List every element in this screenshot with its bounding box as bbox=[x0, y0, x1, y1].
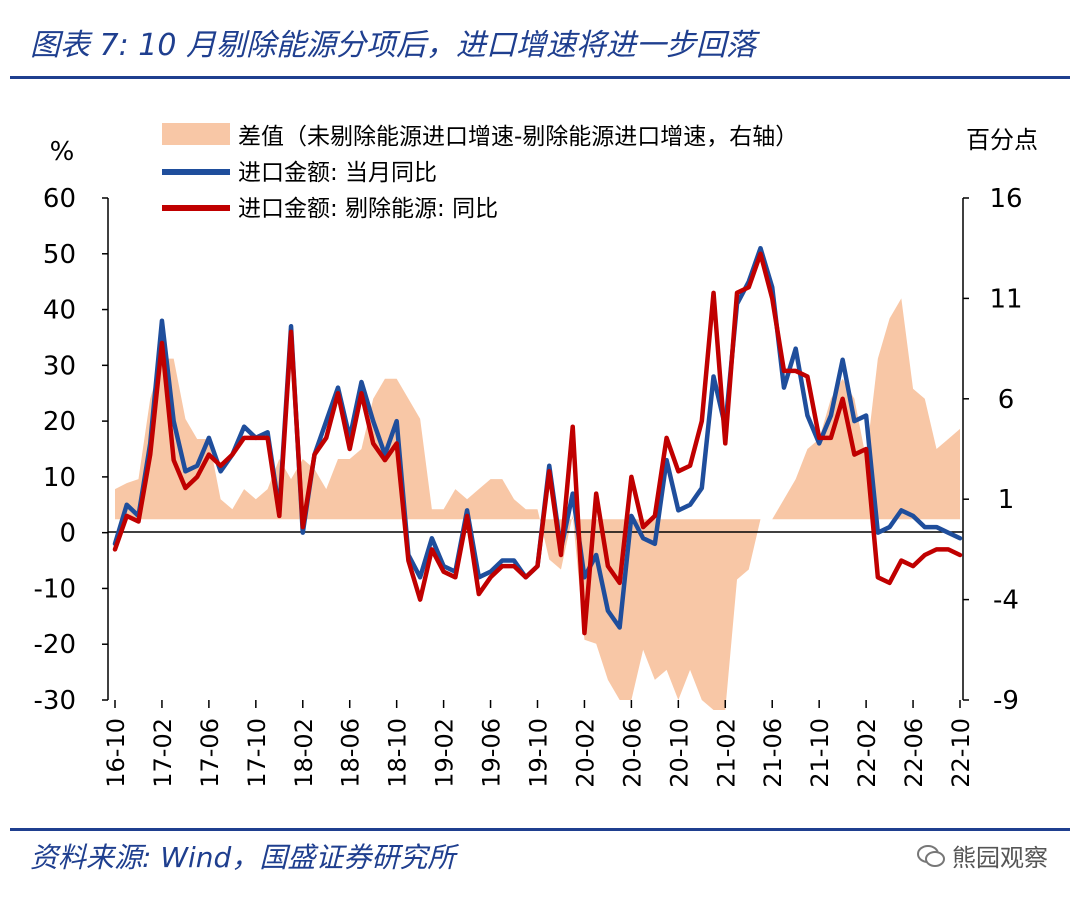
legend-label-line-red: 进口金额: 剔除能源: 同比 bbox=[238, 196, 498, 222]
legend-label-line-blue: 进口金额: 当月同比 bbox=[238, 160, 437, 186]
right-tick-label: 6 bbox=[998, 385, 1015, 415]
x-tick-label: 18-10 bbox=[384, 718, 412, 788]
x-tick-label: 17-10 bbox=[243, 718, 271, 788]
x-tick-label: 19-06 bbox=[478, 718, 506, 788]
x-tick-label: 21-06 bbox=[759, 718, 787, 788]
x-tick-label: 18-06 bbox=[337, 718, 365, 788]
left-tick-label: -30 bbox=[34, 686, 76, 716]
x-tick-label: 18-02 bbox=[290, 718, 318, 788]
series-line-layer bbox=[112, 245, 963, 636]
legend-swatch-area bbox=[162, 123, 230, 145]
left-tick-label: 10 bbox=[43, 463, 76, 493]
left-axis-unit: % bbox=[50, 137, 75, 167]
x-tick-label: 20-02 bbox=[571, 718, 599, 788]
chart-area: 60 50 40 30 20 10 0 -10 -20 -30 16 11 6 1 -4 -9 16-10 17-… bbox=[34, 123, 1038, 788]
left-tick-label: 40 bbox=[43, 296, 76, 326]
top-divider bbox=[10, 76, 1070, 79]
x-tick-label: 20-06 bbox=[618, 718, 646, 788]
x-tick-label: 21-10 bbox=[806, 718, 834, 788]
right-tick-label: 1 bbox=[998, 485, 1015, 515]
wechat-icon bbox=[917, 844, 945, 867]
chart-title: 图表 7: 10 月剔除能源分项后，进口增速将进一步回落 bbox=[30, 28, 756, 63]
bottom-divider bbox=[10, 828, 1070, 831]
axes-layer bbox=[107, 198, 964, 700]
x-tick-label: 16-10 bbox=[102, 718, 130, 788]
axis-label-layer: % 百分点 bbox=[50, 126, 1038, 167]
left-tick-label: 30 bbox=[43, 351, 76, 381]
x-tick-label: 17-02 bbox=[149, 718, 177, 788]
legend: 差值（未剔除能源进口增速-剔除能源进口增速，右轴） 进口金额: 当月同比 进口金… bbox=[162, 123, 798, 222]
watermark-text: 熊园观察 bbox=[952, 844, 1048, 872]
right-tick-label: -4 bbox=[993, 586, 1019, 616]
watermark: 熊园观察 bbox=[916, 838, 1048, 873]
x-tick-label: 19-10 bbox=[525, 718, 553, 788]
left-tick-label: 50 bbox=[43, 240, 76, 270]
legend-label-area: 差值（未剔除能源进口增速-剔除能源进口增速，右轴） bbox=[238, 124, 798, 150]
x-tick-label: 22-10 bbox=[947, 718, 975, 788]
x-tick-label: 22-02 bbox=[853, 718, 881, 788]
x-tick-label: 21-02 bbox=[712, 718, 740, 788]
left-tick-label: 60 bbox=[43, 184, 76, 214]
x-tick-label: 20-10 bbox=[665, 718, 693, 788]
right-tick-label: -9 bbox=[993, 686, 1019, 716]
difference-area bbox=[115, 298, 960, 711]
right-axis-unit: 百分点 bbox=[966, 126, 1038, 154]
left-tick-label: -10 bbox=[34, 574, 76, 604]
source-note: 资料来源: Wind，国盛证券研究所 bbox=[30, 841, 456, 874]
left-tick-label: -20 bbox=[34, 630, 76, 660]
left-tick-label: 20 bbox=[43, 407, 76, 437]
difference-area-layer bbox=[115, 298, 960, 711]
x-tick-label: 22-06 bbox=[900, 718, 928, 788]
tick-layer: 60 50 40 30 20 10 0 -10 -20 -30 16 11 6 1 -4 -9 16-10 17-… bbox=[34, 184, 1023, 788]
right-tick-label: 16 bbox=[989, 184, 1022, 214]
x-tick-label: 17-06 bbox=[196, 718, 224, 788]
left-tick-label: 0 bbox=[59, 519, 76, 549]
x-tick-label: 19-02 bbox=[431, 718, 459, 788]
line-import-ex-energy-yoy bbox=[112, 251, 963, 636]
right-tick-label: 11 bbox=[989, 284, 1022, 314]
